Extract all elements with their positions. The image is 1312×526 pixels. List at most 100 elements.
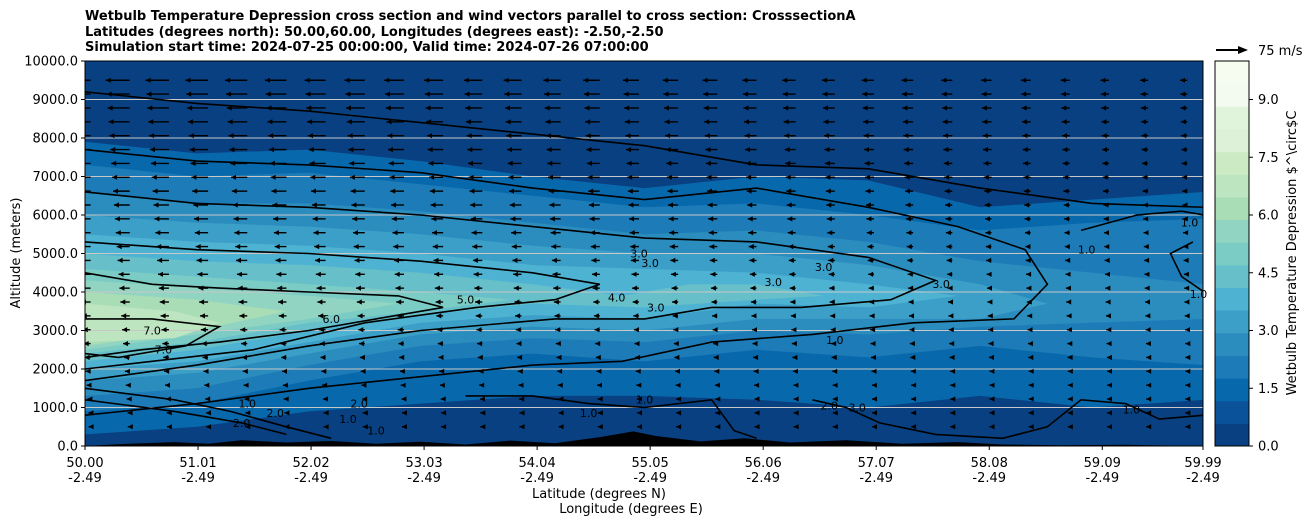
wind-vector-head — [476, 327, 482, 333]
wind-vector-head — [465, 105, 471, 111]
wind-vector-head — [742, 77, 748, 83]
wind-vector — [624, 105, 639, 111]
wind-vector — [158, 285, 169, 291]
wind-vector-head — [240, 327, 246, 333]
wind-vector-head — [870, 327, 876, 333]
wind-vector — [113, 202, 130, 208]
wind-vector — [390, 202, 404, 208]
wind-vector-head — [389, 174, 395, 180]
wind-vector-head — [710, 271, 716, 277]
wind-vector-head — [307, 133, 313, 139]
wind-vector-head — [743, 105, 749, 111]
wind-vector — [861, 77, 874, 83]
wind-vector-head — [901, 91, 907, 97]
wind-vector — [946, 244, 953, 250]
wind-vector-head — [675, 382, 681, 388]
wind-vector-head — [319, 327, 324, 333]
wind-vector-head — [672, 299, 678, 305]
wind-vector — [115, 230, 130, 236]
wind-vector-head — [752, 341, 758, 347]
wind-vector — [194, 230, 209, 236]
y-tick-label: 2000.0 — [33, 363, 79, 378]
wind-vector — [588, 202, 600, 208]
wind-vector-head — [429, 188, 435, 194]
wind-vector-head — [946, 257, 952, 263]
wind-vector-head — [866, 216, 872, 222]
wind-vector-head — [315, 271, 321, 277]
wind-vector-head — [226, 105, 232, 111]
wind-vector — [1146, 396, 1152, 402]
wind-vector-head — [397, 327, 403, 333]
wind-vector — [148, 119, 169, 125]
wind-vector-head — [119, 285, 125, 291]
wind-vector-head — [587, 174, 593, 180]
wind-vector-head — [867, 257, 873, 263]
wind-vector-head — [126, 396, 132, 402]
wind-vector-head — [1020, 77, 1026, 83]
colorbar-band — [1215, 310, 1249, 334]
wind-vector — [751, 327, 757, 333]
wind-vector — [793, 410, 799, 416]
wind-vector — [145, 77, 169, 83]
wind-vector-head — [282, 382, 288, 388]
wind-vector — [1028, 368, 1034, 374]
colorbar-tick-label: 9.0 — [1258, 93, 1279, 108]
wind-vector — [588, 188, 600, 194]
wind-vector-head — [155, 230, 161, 236]
wind-vector-head — [110, 147, 116, 153]
wind-vector-head — [671, 285, 677, 291]
wind-vector-head — [943, 147, 949, 153]
contour-label: 1.0 — [580, 407, 598, 420]
wind-vector — [199, 299, 209, 305]
wind-vector — [708, 230, 718, 236]
wind-vector-head — [1064, 216, 1070, 222]
wind-vector — [361, 382, 367, 388]
wind-vector — [88, 424, 94, 430]
wind-vector-head — [1185, 410, 1191, 416]
wind-vector — [989, 410, 995, 416]
wind-vector-head — [663, 105, 669, 111]
x-tick-label-lon: -2.49 — [859, 471, 893, 486]
wind-vector — [392, 230, 404, 236]
wind-vector — [707, 188, 718, 194]
wind-vector — [1185, 410, 1191, 416]
wind-vector — [245, 410, 251, 416]
wind-vector — [470, 216, 483, 222]
wind-vector-head — [510, 216, 516, 222]
wind-vector — [344, 77, 365, 83]
wind-vector-head — [464, 91, 470, 97]
wind-vector-head — [80, 286, 85, 291]
wind-vector — [1065, 257, 1071, 263]
wind-vector-head — [982, 133, 988, 139]
x-tick-label-lon: -2.49 — [746, 471, 780, 486]
wind-vector-head — [237, 285, 243, 291]
wind-vector-head — [352, 230, 358, 236]
contour-label: 7.0 — [155, 344, 173, 357]
wind-vector — [792, 354, 798, 361]
wind-vector-head — [785, 160, 791, 166]
wind-vector — [193, 202, 209, 208]
wind-vector — [478, 368, 484, 374]
wind-vector — [1183, 257, 1189, 263]
wind-vector-head — [1145, 341, 1151, 347]
wind-vector-head — [206, 410, 211, 416]
wind-vector-head — [1181, 147, 1187, 153]
wind-vector — [1181, 160, 1188, 166]
x-tick-label-lat: 56.06 — [745, 456, 782, 471]
contour-line — [85, 318, 222, 359]
wind-vector-head — [636, 382, 642, 388]
wind-vector-head — [233, 216, 239, 222]
wind-vector-head — [394, 257, 399, 263]
wind-vector-head — [400, 382, 406, 388]
wind-vector-head — [1143, 244, 1149, 250]
wind-vector — [147, 105, 169, 111]
wind-vector — [465, 105, 483, 111]
wind-vector — [309, 160, 326, 166]
wind-vector — [1063, 174, 1070, 180]
wind-vector — [1144, 271, 1150, 277]
wind-vector-head — [1067, 368, 1073, 374]
wind-vector-head — [205, 396, 211, 402]
wind-vector — [585, 119, 600, 125]
wind-vector — [275, 257, 287, 263]
wind-vector-head — [827, 244, 833, 250]
